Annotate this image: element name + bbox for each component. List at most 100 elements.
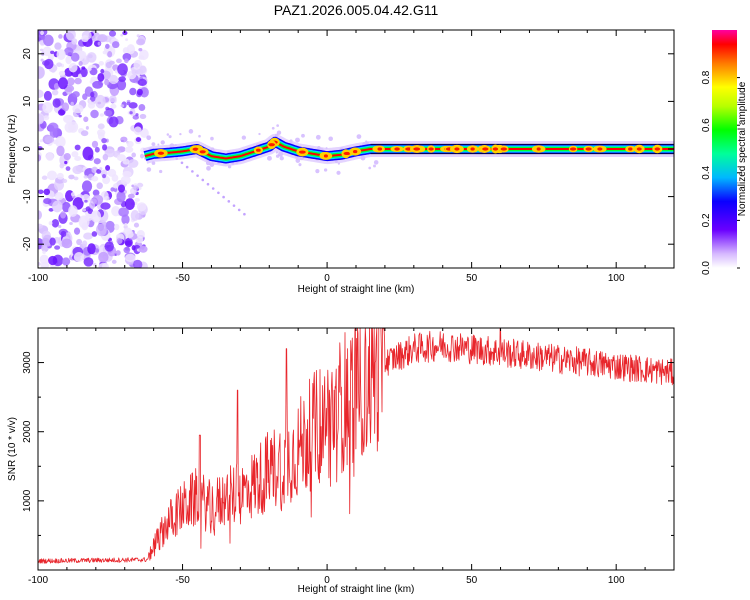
noise-blob — [120, 175, 131, 185]
noise-blob — [93, 158, 101, 165]
track-knot-core — [492, 147, 499, 151]
noise-blob — [114, 223, 120, 231]
y-tick-label: 20 — [22, 48, 33, 60]
scatter-blob — [198, 134, 201, 138]
colorbar-label: Normalized spectral amplitude — [737, 81, 748, 216]
noise-blob — [118, 76, 126, 82]
noise-blob — [48, 207, 54, 212]
noise-blob — [117, 184, 126, 193]
colorbar: 0.0 0.2 0.4 0.6 0.8 Normalized spectral ampl… — [701, 30, 748, 275]
noise-blob — [101, 138, 107, 144]
noise-blob — [137, 78, 147, 87]
noise-blob — [83, 257, 94, 267]
scatter-blob — [146, 135, 152, 141]
noise-blob — [91, 231, 98, 237]
noise-blob — [38, 66, 45, 79]
noise-blob — [43, 34, 54, 47]
noise-blob — [43, 90, 52, 101]
colorbar-tick-label: 0.0 — [701, 261, 712, 275]
noise-blob — [99, 113, 104, 117]
branch-blob — [206, 182, 210, 186]
scatter-blob — [276, 124, 280, 127]
noise-blob — [139, 113, 147, 120]
noise-blob — [127, 159, 139, 168]
noise-blob — [89, 95, 96, 102]
noise-blob — [53, 83, 60, 90]
figure-title: PAZ1.2026.005.04.42.G11 — [274, 2, 439, 18]
x-tick-label: -100 — [28, 575, 48, 586]
noise-blob — [61, 257, 71, 266]
noise-blob — [64, 47, 74, 56]
branch-blob — [217, 191, 220, 195]
scatter-blob — [267, 155, 272, 161]
spectrogram-noise-region — [38, 30, 379, 268]
track-knot-core — [470, 147, 475, 151]
track-knot-core — [597, 147, 603, 151]
noise-blob — [61, 102, 70, 112]
noise-blob — [56, 49, 66, 61]
scatter-blob — [373, 160, 379, 165]
y-tick-label: -10 — [22, 189, 33, 204]
noise-blob — [52, 200, 63, 213]
noise-blob — [91, 210, 97, 218]
noise-blob — [102, 173, 106, 179]
noise-blob — [84, 199, 88, 203]
noise-blob — [51, 89, 59, 96]
noise-blob — [120, 34, 124, 37]
noise-blob — [59, 163, 65, 169]
branch-blob — [243, 212, 246, 216]
noise-blob — [57, 109, 66, 116]
scatter-blob — [188, 129, 194, 134]
y-tick-label: 1000 — [22, 489, 33, 512]
track-knot-core — [413, 147, 421, 151]
noise-blob — [80, 130, 89, 137]
noise-blob — [81, 35, 89, 43]
track-knot-core — [500, 147, 507, 151]
noise-blob — [43, 115, 50, 121]
snr-series-line — [38, 328, 674, 564]
noise-blob — [100, 68, 105, 74]
noise-blob — [56, 62, 63, 67]
x-tick-label: 0 — [324, 273, 330, 284]
noise-blob — [88, 99, 92, 104]
noise-blob — [40, 58, 44, 62]
colorbar-scale — [712, 30, 737, 268]
noise-blob — [85, 125, 89, 130]
scatter-blob — [356, 134, 362, 139]
noise-blob — [43, 198, 52, 205]
noise-blob — [138, 104, 146, 111]
noise-blob — [50, 50, 55, 55]
noise-blob — [45, 152, 54, 161]
x-tick-label: -50 — [175, 273, 190, 284]
colorbar-tick-label: 0.2 — [701, 213, 712, 227]
noise-blob — [92, 194, 104, 205]
branch-blob — [191, 170, 194, 173]
x-tick-label: 0 — [324, 575, 330, 586]
track-knot-core — [352, 149, 358, 154]
noise-blob — [47, 122, 59, 132]
noise-blob — [139, 128, 149, 138]
x-tick-label: 100 — [608, 575, 625, 586]
noise-blob — [38, 223, 43, 229]
noise-blob — [136, 38, 146, 46]
snr-y-ticks: 1000 2000 3000 — [22, 351, 674, 536]
noise-blob — [72, 104, 84, 114]
scatter-blob — [279, 156, 284, 161]
noise-blob — [136, 88, 143, 96]
scatter-blob — [241, 135, 247, 140]
noise-blob — [122, 158, 130, 165]
noise-blob — [38, 142, 41, 146]
noise-blob — [125, 38, 129, 42]
noise-blob — [58, 70, 66, 76]
noise-blob — [38, 154, 42, 162]
noise-blob — [58, 224, 62, 228]
noise-blob — [129, 87, 137, 96]
noise-blob — [39, 48, 44, 52]
noise-blob — [42, 234, 53, 247]
noise-blob — [100, 202, 111, 210]
noise-blob — [97, 262, 109, 268]
noise-blob — [97, 131, 105, 141]
noise-blob — [83, 175, 88, 179]
scatter-blob — [157, 143, 160, 146]
track-knot-core — [199, 150, 206, 154]
